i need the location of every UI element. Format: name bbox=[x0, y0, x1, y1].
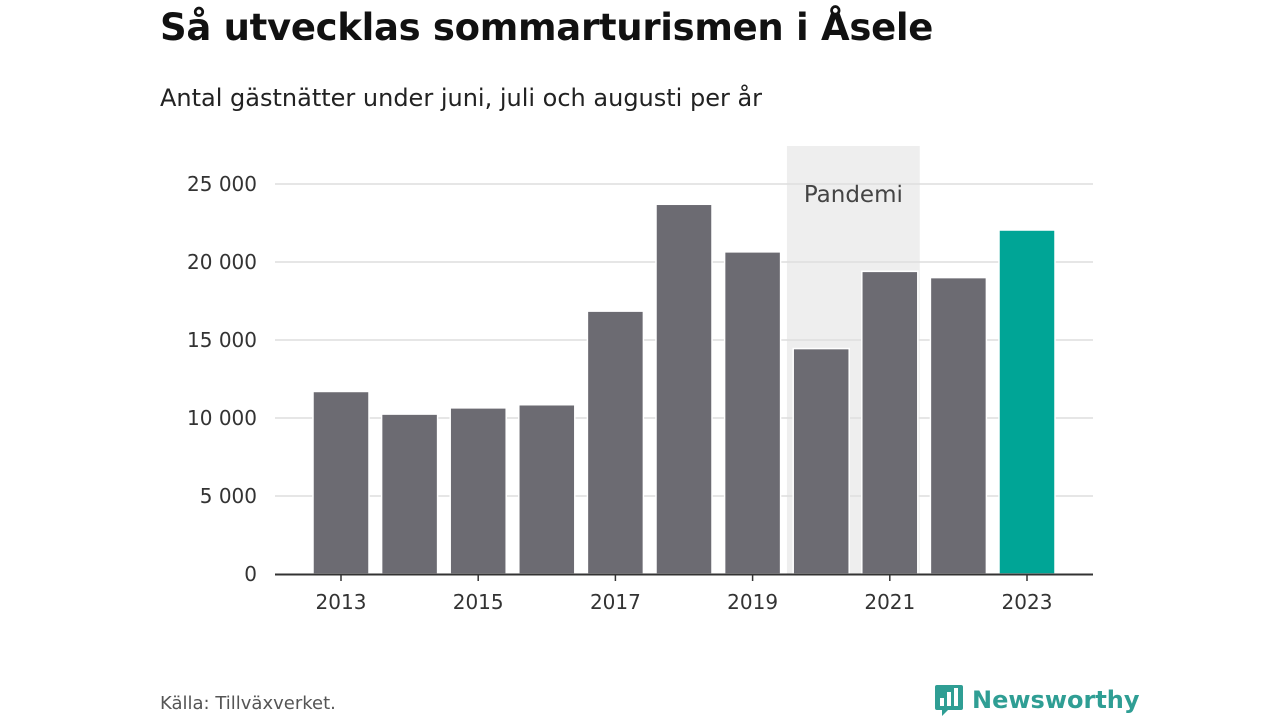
brand-name: Newsworthy bbox=[972, 686, 1140, 714]
y-tick-label: 25 000 bbox=[187, 172, 257, 196]
brand-logo: Newsworthy bbox=[934, 683, 1140, 717]
bar-2017 bbox=[586, 310, 645, 575]
bar-2019 bbox=[723, 251, 782, 575]
bar-2020 bbox=[792, 347, 850, 575]
source-note: Källa: Tillväxverket. bbox=[160, 693, 336, 714]
x-tick-label: 2019 bbox=[727, 590, 778, 614]
x-tick-label: 2017 bbox=[590, 590, 641, 614]
x-tick-label: 2013 bbox=[316, 590, 367, 614]
y-tick-label: 5 000 bbox=[200, 484, 257, 508]
bar-2021 bbox=[861, 270, 919, 575]
bar-layer bbox=[312, 203, 1056, 575]
x-tick-label: 2021 bbox=[864, 590, 915, 614]
bar-2015 bbox=[449, 407, 507, 575]
bar-2013 bbox=[312, 390, 370, 575]
bar-2014 bbox=[380, 413, 439, 575]
bar-2023 bbox=[998, 229, 1056, 575]
annotation-label: Pandemi bbox=[804, 182, 903, 208]
y-tick-label: 20 000 bbox=[187, 250, 257, 274]
bar-chart-bubble-icon bbox=[935, 685, 963, 716]
bar-2016 bbox=[518, 403, 576, 575]
bar-2018 bbox=[655, 203, 713, 575]
tick-label-layer: 0 5 000 10 000 15 000 20 000 25 000 2013 2015 20… bbox=[187, 172, 1052, 614]
bar-2022 bbox=[929, 276, 988, 575]
x-tick-label: 2015 bbox=[453, 590, 504, 614]
chart-title: Så utvecklas sommarturismen i Åsele bbox=[160, 6, 934, 49]
y-tick-label: 0 bbox=[244, 562, 257, 586]
axis-layer bbox=[275, 573, 1093, 581]
chart-subtitle: Antal gästnätter under juni, juli och au… bbox=[160, 84, 763, 112]
x-tick-label: 2023 bbox=[1002, 590, 1053, 614]
y-tick-label: 15 000 bbox=[187, 328, 257, 352]
y-tick-label: 10 000 bbox=[187, 406, 257, 430]
